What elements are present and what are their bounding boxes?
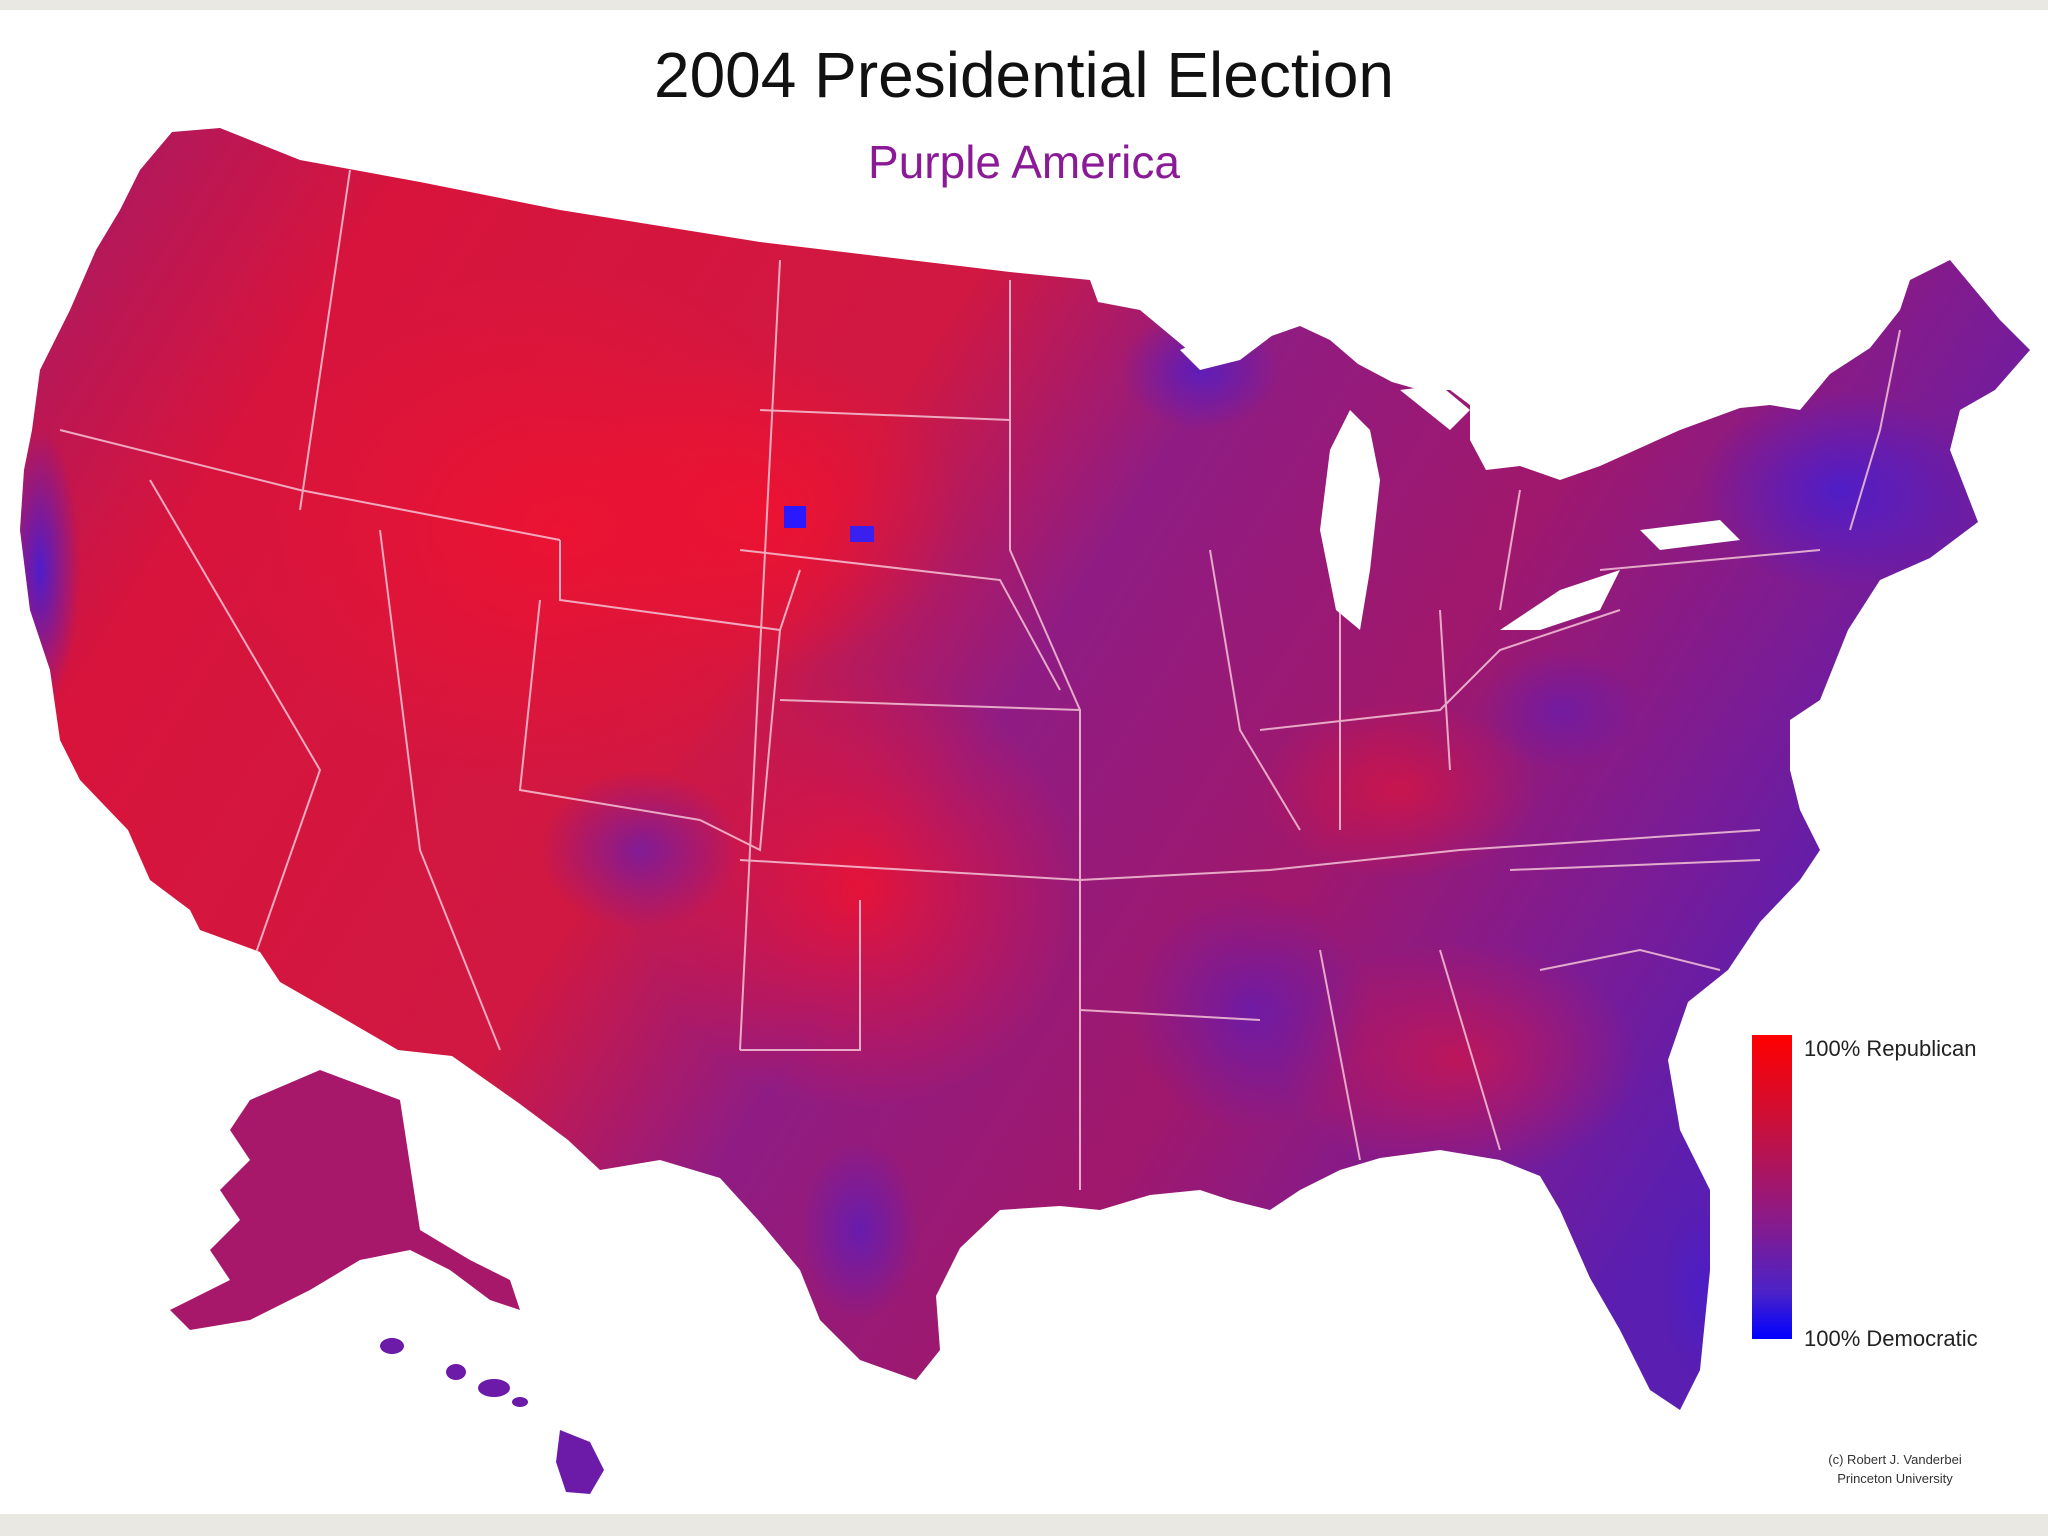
map-title: 2004 Presidential Election xyxy=(653,39,1395,111)
great-lakes xyxy=(1180,322,1740,630)
credit-line-1: (c) Robert J. Vanderbei xyxy=(1828,1452,1962,1467)
hawaii xyxy=(380,1338,604,1494)
map-figure: 2004 Presidential Election Purple Americ… xyxy=(0,10,2048,1514)
us-county-map xyxy=(20,128,2030,1494)
legend-color-bar xyxy=(1752,1035,1792,1339)
alaska xyxy=(170,1070,520,1330)
contiguous-us xyxy=(20,128,2030,1410)
credit-text: (c) Robert J. Vanderbei Princeton Univer… xyxy=(1790,1450,2000,1488)
credit-line-2: Princeton University xyxy=(1837,1471,1953,1486)
map-subtitle: Purple America xyxy=(868,136,1180,188)
legend-democratic-label: 100% Democratic xyxy=(1804,1326,1978,1351)
legend-republican-label: 100% Republican xyxy=(1804,1036,1977,1061)
